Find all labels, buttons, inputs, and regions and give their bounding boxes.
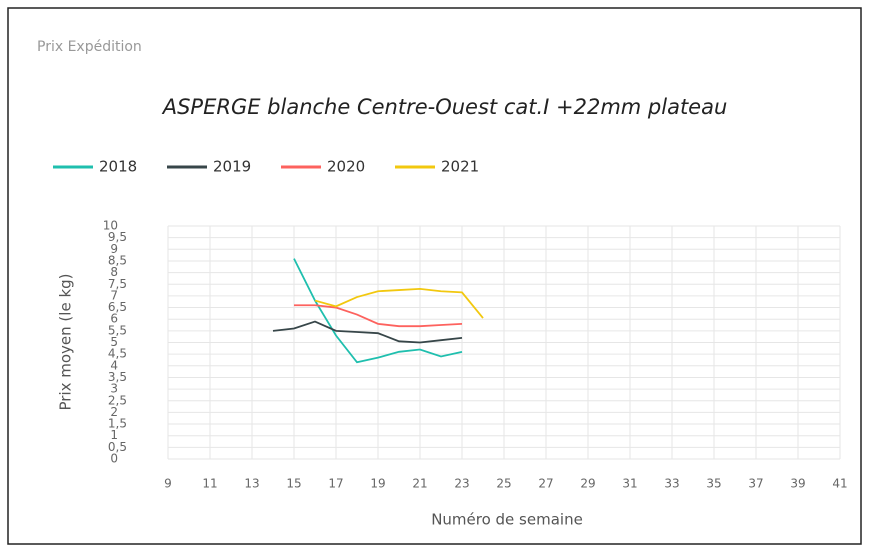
- y-tick-label: 8: [110, 265, 118, 279]
- x-tick-label: 15: [286, 477, 301, 491]
- y-axis-label: Prix moyen (le kg): [57, 273, 75, 410]
- y-tick-label: 5,5: [108, 323, 127, 337]
- x-tick-label: 17: [328, 477, 343, 491]
- y-tick-label: 1,5: [108, 417, 127, 431]
- y-tick-label: 6,5: [108, 300, 127, 314]
- y-tick-label: 9: [110, 242, 118, 256]
- x-tick-label: 9: [164, 477, 172, 491]
- x-tick-label: 37: [748, 477, 763, 491]
- x-tick-label: 11: [202, 477, 217, 491]
- x-tick-label: 35: [706, 477, 721, 491]
- y-tick-label: 2: [110, 405, 118, 419]
- y-tick-label: 8,5: [108, 253, 127, 267]
- y-tick-label: 4: [110, 358, 118, 372]
- y-tick-label: 5: [110, 335, 118, 349]
- y-tick-label: 1: [110, 428, 118, 442]
- legend-label: 2020: [327, 158, 365, 176]
- x-tick-label: 27: [538, 477, 553, 491]
- y-tick-label: 7: [110, 288, 118, 302]
- x-tick-label: 41: [832, 477, 847, 491]
- x-tick-label: 21: [412, 477, 427, 491]
- x-tick-label: 19: [370, 477, 385, 491]
- x-tick-label: 13: [244, 477, 259, 491]
- legend-label: 2019: [213, 158, 251, 176]
- y-tick-label: 2,5: [108, 393, 127, 407]
- legend-label: 2018: [99, 158, 137, 176]
- y-tick-label: 9,5: [108, 230, 127, 244]
- chart-title: ASPERGE blanche Centre-Ouest cat.I +22mm…: [161, 95, 728, 119]
- x-tick-label: 23: [454, 477, 469, 491]
- series-line: [314, 288, 484, 319]
- series-line: [293, 258, 463, 364]
- x-axis-label: Numéro de semaine: [431, 511, 583, 529]
- x-tick-label: 39: [790, 477, 805, 491]
- x-tick-label: 25: [496, 477, 511, 491]
- y-tick-label: 3,5: [108, 370, 127, 384]
- y-tick-label: 0: [110, 452, 118, 466]
- x-tick-label: 29: [580, 477, 595, 491]
- x-tick-label: 33: [664, 477, 679, 491]
- y-tick-label: 0,5: [108, 440, 127, 454]
- x-tick-label: 31: [622, 477, 637, 491]
- series-line: [294, 304, 463, 328]
- legend-label: 2021: [441, 158, 479, 176]
- y-tick-label: 3: [110, 382, 118, 396]
- y-tick-label: 10: [103, 219, 118, 233]
- y-tick-label: 6: [110, 312, 118, 326]
- header: Prix Expédition: [37, 39, 142, 55]
- series-line: [272, 320, 463, 344]
- y-tick-label: 7,5: [108, 277, 127, 291]
- y-tick-label: 4,5: [108, 347, 127, 361]
- frame: [7, 7, 862, 545]
